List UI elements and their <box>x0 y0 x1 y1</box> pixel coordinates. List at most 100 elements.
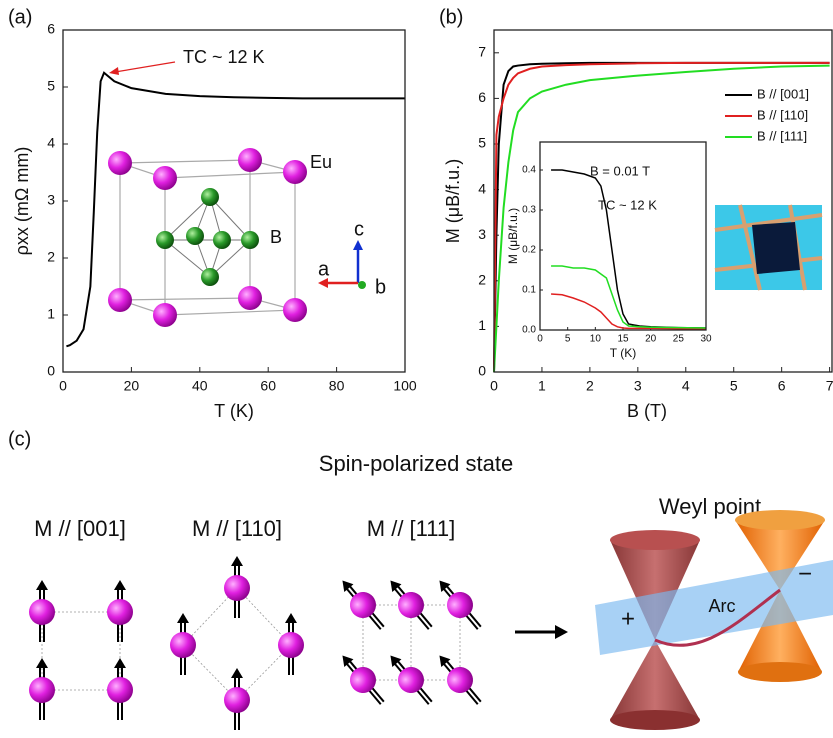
x-tick-label: 40 <box>192 378 208 394</box>
x-tick-label: 6 <box>778 378 786 394</box>
spin-head <box>338 577 354 592</box>
panel-title: Spin-polarized state <box>319 451 513 476</box>
x-tick-label: 0 <box>59 378 67 394</box>
x-tick-label: 20 <box>645 334 657 345</box>
spin <box>224 668 250 730</box>
atom <box>107 599 133 625</box>
y-tick-label: 5 <box>478 135 486 151</box>
x-tick-label: 5 <box>565 334 571 345</box>
x-tick-label: 5 <box>730 378 738 394</box>
atom <box>107 677 133 703</box>
sample-photo <box>715 205 822 290</box>
x-tick-label: 3 <box>634 378 642 394</box>
y-axis-label: ρxx (mΩ mm) <box>12 147 32 256</box>
x-tick-label: 1 <box>538 378 546 394</box>
legend-label: B // [110] <box>757 107 808 122</box>
configuration-label: M // [001] <box>34 516 126 541</box>
spin-head <box>114 580 126 590</box>
panel-label: (c) <box>8 428 31 450</box>
y-tick-label: 4 <box>478 180 486 196</box>
y-tick-label: 0.2 <box>522 245 536 256</box>
crystal-structure <box>108 62 366 327</box>
atom <box>278 632 304 658</box>
spin-head <box>386 652 402 667</box>
x-tick-label: 20 <box>124 378 140 394</box>
spin <box>332 647 392 711</box>
annotation: b <box>375 276 386 298</box>
annotation: c <box>354 218 364 240</box>
annotation: Eu <box>310 152 332 172</box>
spin <box>29 658 55 720</box>
configuration-label: M // [111] <box>367 516 455 541</box>
y-tick-label: 1 <box>478 317 486 333</box>
x-tick-label: 4 <box>682 378 690 394</box>
legend-label: B // [111] <box>757 128 807 143</box>
spin-head <box>36 580 48 590</box>
y-axis-label: M (μB/f.u.) <box>506 208 520 264</box>
annotation: TC ~ 12 K <box>183 47 265 67</box>
annotation: a <box>318 258 330 280</box>
arc-label: Arc <box>709 596 736 616</box>
minus-sign: − <box>798 560 812 587</box>
x-tick-label: 100 <box>393 378 417 394</box>
panel-label: (a) <box>8 6 32 28</box>
spin <box>170 613 196 675</box>
atom <box>224 575 250 601</box>
panel-label: (b) <box>439 6 463 28</box>
y-tick-label: 1 <box>47 306 55 322</box>
x-tick-label: 0 <box>537 334 543 345</box>
y-tick-label: 4 <box>47 135 55 151</box>
y-tick-label: 7 <box>478 44 486 60</box>
spin-head <box>435 577 451 592</box>
x-tick-label: 25 <box>673 334 685 345</box>
x-tick-label: 80 <box>329 378 345 394</box>
y-tick-label: 0.3 <box>522 205 536 216</box>
spin-head <box>231 556 243 566</box>
annotation: B = 0.01 T <box>590 163 650 178</box>
spin <box>224 556 250 618</box>
y-tick-label: 0.1 <box>522 285 536 296</box>
configuration-label: M // [110] <box>192 516 282 541</box>
y-tick-label: 3 <box>47 192 55 208</box>
y-tick-label: 6 <box>47 21 55 37</box>
spin-head <box>285 613 297 623</box>
y-tick-label: 0.4 <box>522 165 536 176</box>
spin-head <box>177 613 189 623</box>
y-tick-label: 0.0 <box>522 325 536 336</box>
x-tick-label: 10 <box>590 334 602 345</box>
atom <box>224 687 250 713</box>
y-tick-label: 3 <box>478 226 486 242</box>
x-axis-label: T (K) <box>214 401 254 421</box>
spin <box>429 647 489 711</box>
spin-head <box>386 577 402 592</box>
spin-head <box>231 668 243 678</box>
arrow <box>515 625 568 639</box>
spin-head <box>114 658 126 668</box>
spin <box>380 572 440 636</box>
spin-head <box>338 652 354 667</box>
spin-lattices <box>29 556 489 730</box>
atom <box>29 599 55 625</box>
y-tick-label: 6 <box>478 89 486 105</box>
y-tick-label: 0 <box>47 363 55 379</box>
annotation: TC ~ 12 K <box>598 197 657 212</box>
figure: (c) Spin-polarized state M // [001] M //… <box>0 0 833 738</box>
spin <box>278 613 304 675</box>
x-tick-label: 7 <box>826 378 833 394</box>
y-tick-label: 0 <box>478 363 486 379</box>
spin <box>429 572 489 636</box>
spin <box>380 647 440 711</box>
atom <box>170 632 196 658</box>
spin-head <box>435 652 451 667</box>
x-axis-label: B (T) <box>627 401 667 421</box>
x-tick-label: 2 <box>586 378 594 394</box>
x-tick-label: 15 <box>617 334 629 345</box>
plus-sign: + <box>621 605 635 632</box>
y-tick-label: 2 <box>47 249 55 265</box>
y-axis-label: M (μB/f.u.) <box>443 159 463 243</box>
y-tick-label: 5 <box>47 78 55 94</box>
x-tick-label: 0 <box>490 378 498 394</box>
spin <box>107 658 133 720</box>
legend-label: B // [001] <box>757 86 809 101</box>
y-tick-label: 2 <box>478 272 486 288</box>
